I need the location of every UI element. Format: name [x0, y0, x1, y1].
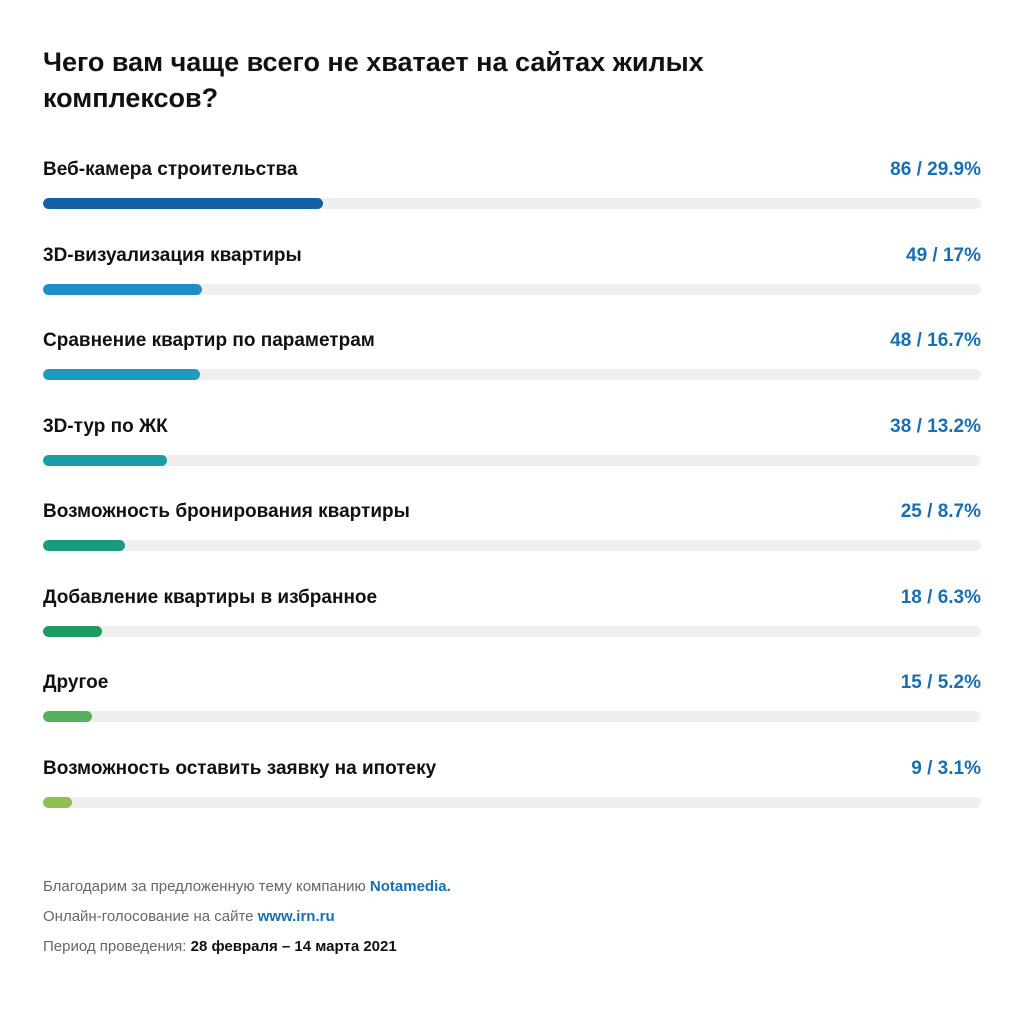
footer-period-dates: 28 февраля – 14 марта 2021 — [190, 938, 397, 955]
bar-track — [43, 283, 981, 295]
bar-row: 3D-тур по ЖК 38 / 13.2% — [43, 413, 981, 499]
bar-track — [43, 198, 981, 209]
bar-value-label: 38 / 13.2% — [890, 415, 981, 437]
bar-track — [43, 454, 981, 466]
bar-label: 3D-тур по ЖК — [43, 415, 168, 437]
bar-fill — [43, 540, 125, 551]
bar-row: 3D-визуализация квартиры 49 / 17% — [43, 242, 981, 328]
bar-row: Возможность оставить заявку на ипотеку 9 … — [43, 755, 981, 841]
bar-fill — [43, 796, 73, 808]
bar-track — [43, 369, 981, 380]
bar-list: Веб-камера строительства 86 / 29.9% 3D-виз… — [43, 156, 981, 840]
bar-track — [43, 711, 981, 722]
bar-track — [43, 540, 981, 551]
bar-label: 3D-визуализация квартиры — [43, 244, 302, 266]
footer-thanks-text: Благодарим за предложенную тему компанию — [43, 878, 370, 895]
bar-row: Веб-камера строительства 86 / 29.9% — [43, 156, 981, 242]
bar-value-label: 15 / 5.2% — [900, 672, 981, 693]
bar-value-label: 49 / 17% — [906, 244, 981, 266]
bar-fill — [43, 711, 92, 722]
bar-value-label: 18 / 6.3% — [900, 586, 981, 608]
footer-company: Notamedia. — [369, 878, 451, 895]
bar-label: Возможность бронирования квартиры — [43, 501, 410, 522]
footer-site-link[interactable]: www.irn.ru — [257, 908, 335, 925]
bar-fill — [43, 369, 200, 380]
chart-title: Чего вам чаще всего не хватает на сайтах… — [43, 47, 704, 113]
bar-row: Другое 15 / 5.2% — [43, 669, 981, 755]
bar-fill — [43, 283, 203, 295]
bar-label: Возможность оставить заявку на ипотеку — [43, 757, 437, 779]
footer-thanks: Благодарим за предложенную тему компанию… — [43, 874, 981, 904]
bar-label: Другое — [43, 672, 109, 693]
bar-row: Добавление квартиры в избранное 18 / 6.3% — [43, 584, 981, 670]
bar-track — [43, 796, 981, 808]
bar-row: Возможность бронирования квартиры 25 / 8.… — [43, 498, 981, 584]
footer-voting: Онлайн-голосование на сайте www.irn.ru — [43, 904, 981, 934]
bar-track — [43, 625, 981, 637]
bar-fill — [43, 625, 103, 637]
bar-value-label: 48 / 16.7% — [890, 330, 981, 351]
poll-results: Чего вам чаще всего не хватает на сайтах… — [43, 0, 981, 1010]
bar-label: Сравнение квартир по параметрам — [43, 330, 375, 351]
footer-period-text: Период проведения: — [43, 938, 191, 955]
footer-period: Период проведения: 28 февраля – 14 марта… — [43, 934, 981, 964]
footer-voting-text: Онлайн-голосование на сайте — [43, 908, 258, 925]
bar-value-label: 9 / 3.1% — [911, 757, 981, 779]
bar-row: Сравнение квартир по параметрам 48 / 16.7… — [43, 327, 981, 413]
footer: Благодарим за предложенную тему компанию… — [43, 874, 981, 964]
bar-fill — [43, 454, 167, 466]
bar-fill — [43, 198, 324, 209]
bar-value-label: 25 / 8.7% — [900, 501, 981, 522]
bar-label: Веб-камера строительства — [43, 159, 298, 180]
bar-label: Добавление квартиры в избранное — [43, 586, 378, 608]
bar-value-label: 86 / 29.9% — [890, 159, 981, 180]
